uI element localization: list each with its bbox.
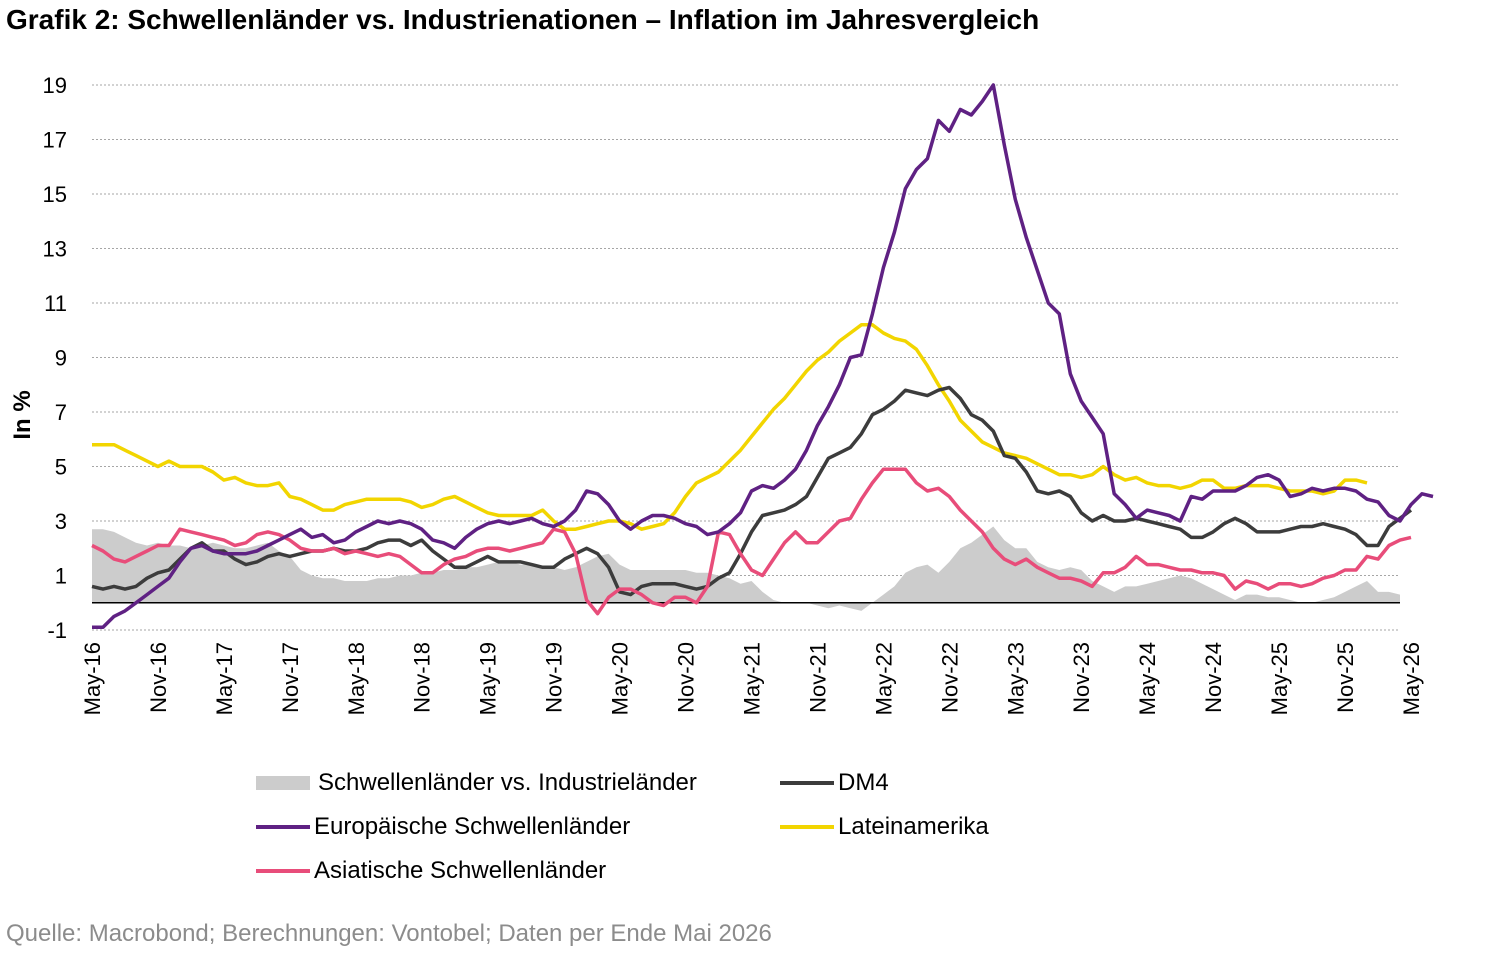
- x-tick-label: May-18: [344, 642, 369, 715]
- series-area: [92, 526, 1400, 611]
- x-tick-label: Nov-23: [1069, 642, 1094, 713]
- chart-title: Grafik 2: Schwellenländer vs. Industrien…: [6, 4, 1040, 35]
- legend-swatch-area: [256, 776, 310, 790]
- y-tick-label: 1: [55, 564, 67, 589]
- x-tick-label: May-16: [80, 642, 105, 715]
- x-tick-label: Nov-20: [674, 642, 699, 713]
- y-axis-ticks: 19 17 15 13 11 9 7 5 3 1 -1: [43, 73, 67, 643]
- legend-swatch-line: [256, 825, 310, 829]
- y-tick-label: 3: [55, 509, 67, 534]
- series-line-europ-ische-schwellenl-nder: [92, 83, 1434, 630]
- grid-lines: [92, 84, 1400, 631]
- x-tick-label: May-19: [476, 642, 501, 715]
- x-tick-label: May-20: [608, 642, 633, 715]
- y-tick-label: 17: [43, 128, 67, 153]
- x-tick-label: Nov-25: [1333, 642, 1358, 713]
- series-line-asiatische-schwellenl-nder: [91, 467, 1412, 616]
- source-note: Quelle: Macrobond; Berechnungen: Vontobe…: [6, 920, 772, 947]
- series-line-lateinamerika: [92, 323, 1368, 531]
- legend-item-latam: Lateinamerika: [780, 812, 989, 842]
- x-tick-label: Nov-21: [805, 642, 830, 713]
- legend-swatch-line: [780, 825, 834, 829]
- legend-label: Schwellenländer vs. Industrieländer: [318, 769, 697, 796]
- x-tick-label: May-17: [212, 642, 237, 715]
- legend-item-area: Schwellenländer vs. Industrieländer: [256, 768, 697, 798]
- legend-label: Asiatische Schwellenländer: [314, 857, 607, 884]
- area-series: [92, 526, 1400, 611]
- legend-label: Europäische Schwellenländer: [314, 813, 631, 840]
- legend-item-dm4: DM4: [780, 768, 889, 798]
- x-tick-label: May-24: [1135, 642, 1160, 715]
- y-tick-label: -1: [47, 618, 67, 643]
- legend-label: DM4: [838, 769, 889, 796]
- x-tick-label: May-25: [1267, 642, 1292, 715]
- y-tick-label: 5: [55, 455, 67, 480]
- legend-swatch-line: [256, 869, 310, 873]
- y-tick-label: 11: [44, 291, 67, 316]
- x-tick-label: Nov-17: [278, 642, 303, 713]
- x-tick-label: May-22: [871, 642, 896, 715]
- y-tick-label: 15: [43, 182, 67, 207]
- x-tick-label: Nov-18: [410, 642, 435, 713]
- legend-item-europe: Europäische Schwellenländer: [256, 812, 630, 842]
- y-tick-label: 13: [43, 237, 67, 262]
- x-tick-label: May-23: [1003, 642, 1028, 715]
- x-tick-label: Nov-19: [542, 642, 567, 713]
- x-tick-label: Nov-22: [937, 642, 962, 713]
- x-tick-label: Nov-24: [1201, 642, 1226, 713]
- line-series: [91, 83, 1434, 630]
- y-tick-label: 19: [43, 73, 67, 98]
- x-tick-label: May-21: [739, 642, 764, 715]
- y-axis-label: In %: [9, 390, 36, 439]
- x-tick-label: May-26: [1399, 642, 1424, 715]
- y-tick-label: 7: [55, 400, 67, 425]
- legend-label: Lateinamerika: [838, 813, 989, 840]
- x-tick-label: Nov-16: [146, 642, 171, 713]
- chart: 19 17 15 13 11 9 7 5 3 1 -1 May-16 Nov-16 May-17 Nov-…: [9, 73, 1434, 715]
- legend-swatch-line: [780, 781, 834, 785]
- x-axis-ticks: May-16 Nov-16 May-17 Nov-17 May-18 Nov-18 May-…: [80, 642, 1424, 715]
- y-tick-label: 9: [55, 346, 67, 371]
- legend-item-asia: Asiatische Schwellenländer: [256, 856, 606, 886]
